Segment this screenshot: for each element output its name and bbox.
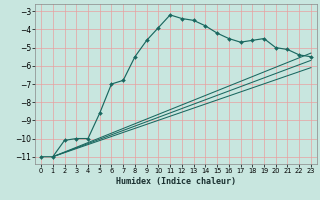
X-axis label: Humidex (Indice chaleur): Humidex (Indice chaleur) bbox=[116, 177, 236, 186]
